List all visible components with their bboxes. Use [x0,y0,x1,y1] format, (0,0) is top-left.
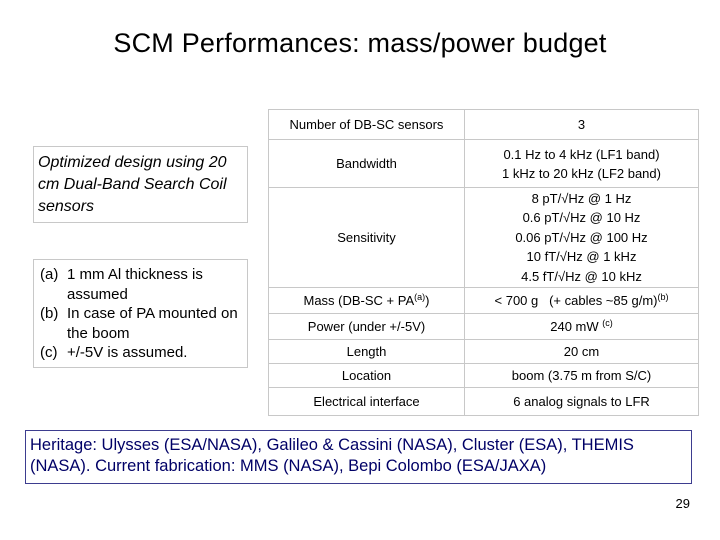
slide-title: SCM Performances: mass/power budget [113,28,607,58]
value-line: 10 fT/√Hz @ 1 kHz [526,249,637,265]
footnote-text: 1 mm Al thickness is assumed [67,266,203,303]
footnote-text: +/-5V is assumed. [67,344,188,361]
footnote-item: (b) In case of PA mounted on the boom [40,304,243,343]
table-row: Electrical interface 6 analog signals to… [268,387,699,416]
row-value-text: < 700 g (+ cables ~85 g/m) [494,293,658,308]
value-line: 0.1 Hz to 4 kHz (LF1 band) [503,146,660,162]
heritage-box: Heritage: Ulysses (ESA/NASA), Galileo & … [25,430,692,484]
row-label: Location [268,363,465,388]
row-value: 20 cm [464,339,699,364]
footnote-marker: (b) [40,305,59,322]
value-line: 0.06 pT/√Hz @ 100 Hz [515,229,648,245]
footnotes-list: (a) 1 mm Al thickness is assumed (b) In … [40,265,243,363]
footnote-ref: (b) [657,292,669,302]
row-label: Bandwidth [268,139,465,188]
row-value: 8 pT/√Hz @ 1 Hz 0.6 pT/√Hz @ 10 Hz 0.06 … [464,187,699,288]
table-row: Sensitivity 8 pT/√Hz @ 1 Hz 0.6 pT/√Hz @… [268,187,699,288]
footnote-item: (a) 1 mm Al thickness is assumed [40,265,243,304]
row-value: boom (3.75 m from S/C) [464,363,699,388]
row-value: 240 mW (c) [464,313,699,340]
heritage-text: Heritage: Ulysses (ESA/NASA), Galileo & … [30,436,634,475]
row-value: 0.1 Hz to 4 kHz (LF1 band) 1 kHz to 20 k… [464,139,699,188]
footnote-ref: (a) [414,292,426,302]
table-row: Location boom (3.75 m from S/C) [268,363,699,388]
row-label: Electrical interface [268,387,465,416]
row-label: Sensitivity [268,187,465,288]
value-line: 4.5 fT/√Hz @ 10 kHz [521,268,642,284]
table-row: Length 20 cm [268,339,699,364]
footnote-marker: (c) [40,344,58,361]
row-label: Power (under +/-5V) [268,313,465,340]
page-number: 29 [675,496,690,511]
table-row: Mass (DB-SC + PA(a)) < 700 g (+ cables ~… [268,287,699,314]
design-note-box: Optimized design using 20 cm Dual-Band S… [33,146,248,223]
footnote-text: In case of PA mounted on the boom [67,305,238,342]
design-note-text: Optimized design using 20 cm Dual-Band S… [38,154,227,215]
value-line: 0.6 pT/√Hz @ 10 Hz [522,210,641,226]
row-label: Mass (DB-SC + PA(a)) [268,287,465,314]
footnote-ref: (c) [602,318,613,328]
value-line: 8 pT/√Hz @ 1 Hz [531,190,632,206]
footnotes-box: (a) 1 mm Al thickness is assumed (b) In … [33,259,248,368]
row-label-close: ) [425,293,430,308]
table-row: Power (under +/-5V) 240 mW (c) [268,313,699,340]
row-value: 3 [464,109,699,140]
row-value: 6 analog signals to LFR [464,387,699,416]
value-line: 1 kHz to 20 kHz (LF2 band) [502,165,661,181]
row-value-text: 240 mW [550,319,599,334]
table-row: Bandwidth 0.1 Hz to 4 kHz (LF1 band) 1 k… [268,139,699,188]
row-label: Number of DB-SC sensors [268,109,465,140]
row-label: Length [268,339,465,364]
table-row: Number of DB-SC sensors 3 [268,109,699,140]
footnote-marker: (a) [40,266,59,283]
row-value: < 700 g (+ cables ~85 g/m)(b) [464,287,699,314]
row-label-text: Mass (DB-SC + PA [303,293,415,308]
footnote-item: (c) +/-5V is assumed. [40,343,243,363]
spec-table: Number of DB-SC sensors 3 Bandwidth 0.1 … [268,109,699,416]
